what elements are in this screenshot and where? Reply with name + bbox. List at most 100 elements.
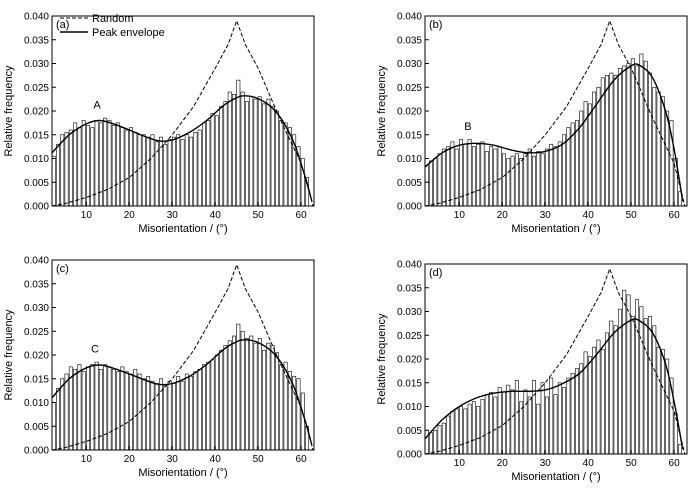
- bar: [262, 349, 267, 451]
- bar: [454, 148, 459, 207]
- x-tick-label: 40: [210, 210, 222, 221]
- bar: [635, 299, 640, 455]
- bar: [210, 359, 215, 451]
- bar: [73, 368, 78, 451]
- bar: [540, 382, 545, 455]
- bar: [133, 368, 138, 451]
- x-tick-label: 30: [167, 454, 179, 465]
- bar: [184, 134, 189, 207]
- bar: [171, 136, 176, 207]
- bar: [660, 96, 665, 207]
- bar: [467, 403, 472, 455]
- y-tick-label: 0.000: [24, 202, 49, 213]
- bar: [596, 339, 601, 455]
- y-tick-label: 0.030: [397, 307, 422, 318]
- x-tick-label: 20: [124, 210, 136, 221]
- bar: [206, 361, 211, 451]
- y-tick-label: 0.035: [397, 283, 422, 294]
- bar: [519, 401, 524, 455]
- peak-envelope-line: [424, 318, 684, 450]
- bar: [86, 366, 90, 451]
- bar: [656, 346, 661, 455]
- x-axis-title: Misorientation / (°): [511, 471, 600, 483]
- y-tick-label: 0.025: [24, 327, 49, 338]
- x-tick-label: 20: [124, 454, 136, 465]
- bar: [678, 444, 683, 455]
- y-axis-title: Relative frequency: [376, 313, 388, 405]
- peak-annotation: A: [93, 100, 101, 112]
- bar: [176, 134, 181, 207]
- bar: [129, 373, 133, 451]
- bar: [643, 318, 648, 455]
- bar: [236, 79, 241, 207]
- bar: [648, 315, 652, 455]
- bar: [437, 153, 442, 207]
- y-tick-label: 0.020: [397, 355, 422, 366]
- y-tick-label: 0.030: [24, 59, 49, 70]
- bar: [68, 129, 73, 207]
- peak-annotation: C: [91, 344, 99, 356]
- bar: [232, 94, 236, 207]
- bar: [64, 132, 69, 207]
- bar: [81, 120, 86, 207]
- y-tick-label: 0.015: [397, 378, 422, 389]
- bar: [262, 103, 267, 207]
- x-tick-label: 30: [540, 458, 552, 469]
- x-axis-title: Misorientation / (°): [511, 223, 600, 235]
- chart-panel-3: 0.000 0.005 0.010 0.015 0.020 0.025 0.030 0.035…: [3, 256, 315, 479]
- x-tick-label: 10: [81, 210, 93, 221]
- bar: [532, 155, 536, 207]
- legend: Random Peak envelope: [60, 13, 165, 39]
- bar: [223, 345, 228, 451]
- bar: [184, 373, 189, 451]
- bar: [154, 383, 159, 451]
- bar: [73, 122, 78, 207]
- bar: [652, 325, 657, 455]
- y-tick-label: 0.030: [397, 59, 422, 70]
- bar: [622, 289, 627, 455]
- bar: [506, 158, 511, 207]
- bar: [167, 380, 172, 451]
- legend-random-label: Random: [92, 13, 134, 25]
- bar: [141, 134, 146, 207]
- x-tick-label: 40: [210, 454, 222, 465]
- bar: [652, 86, 657, 207]
- x-tick-label: 30: [540, 210, 552, 221]
- bar: [81, 371, 86, 451]
- bar: [219, 349, 224, 451]
- bar: [193, 132, 198, 207]
- bar: [544, 396, 549, 455]
- bar: [648, 72, 652, 207]
- x-axis-title: Misorientation / (°): [138, 467, 227, 479]
- bar: [283, 122, 288, 207]
- y-tick-label: 0.015: [397, 130, 422, 141]
- bar: [476, 406, 481, 455]
- bar: [146, 136, 151, 207]
- bar: [107, 366, 112, 451]
- bar: [570, 372, 575, 455]
- bar: [553, 394, 558, 455]
- bar: [206, 120, 211, 207]
- bar: [223, 101, 228, 207]
- bar: [257, 96, 262, 207]
- bar: [557, 382, 562, 455]
- bar: [609, 72, 614, 207]
- bar: [596, 86, 601, 207]
- bar: [510, 155, 515, 207]
- bar: [613, 325, 618, 455]
- bar: [55, 143, 60, 207]
- y-tick-label: 0.040: [397, 12, 422, 23]
- bar: [630, 315, 635, 455]
- x-tick-label: 60: [296, 454, 308, 465]
- bar: [441, 148, 446, 207]
- bar: [90, 364, 95, 451]
- bar: [141, 378, 146, 451]
- y-tick-label: 0.030: [24, 303, 49, 314]
- bar: [540, 153, 545, 207]
- bar: [227, 340, 232, 451]
- bar: [575, 120, 579, 207]
- bar: [180, 380, 185, 451]
- y-tick-label: 0.015: [24, 374, 49, 385]
- bar: [253, 342, 258, 451]
- bar: [111, 368, 116, 451]
